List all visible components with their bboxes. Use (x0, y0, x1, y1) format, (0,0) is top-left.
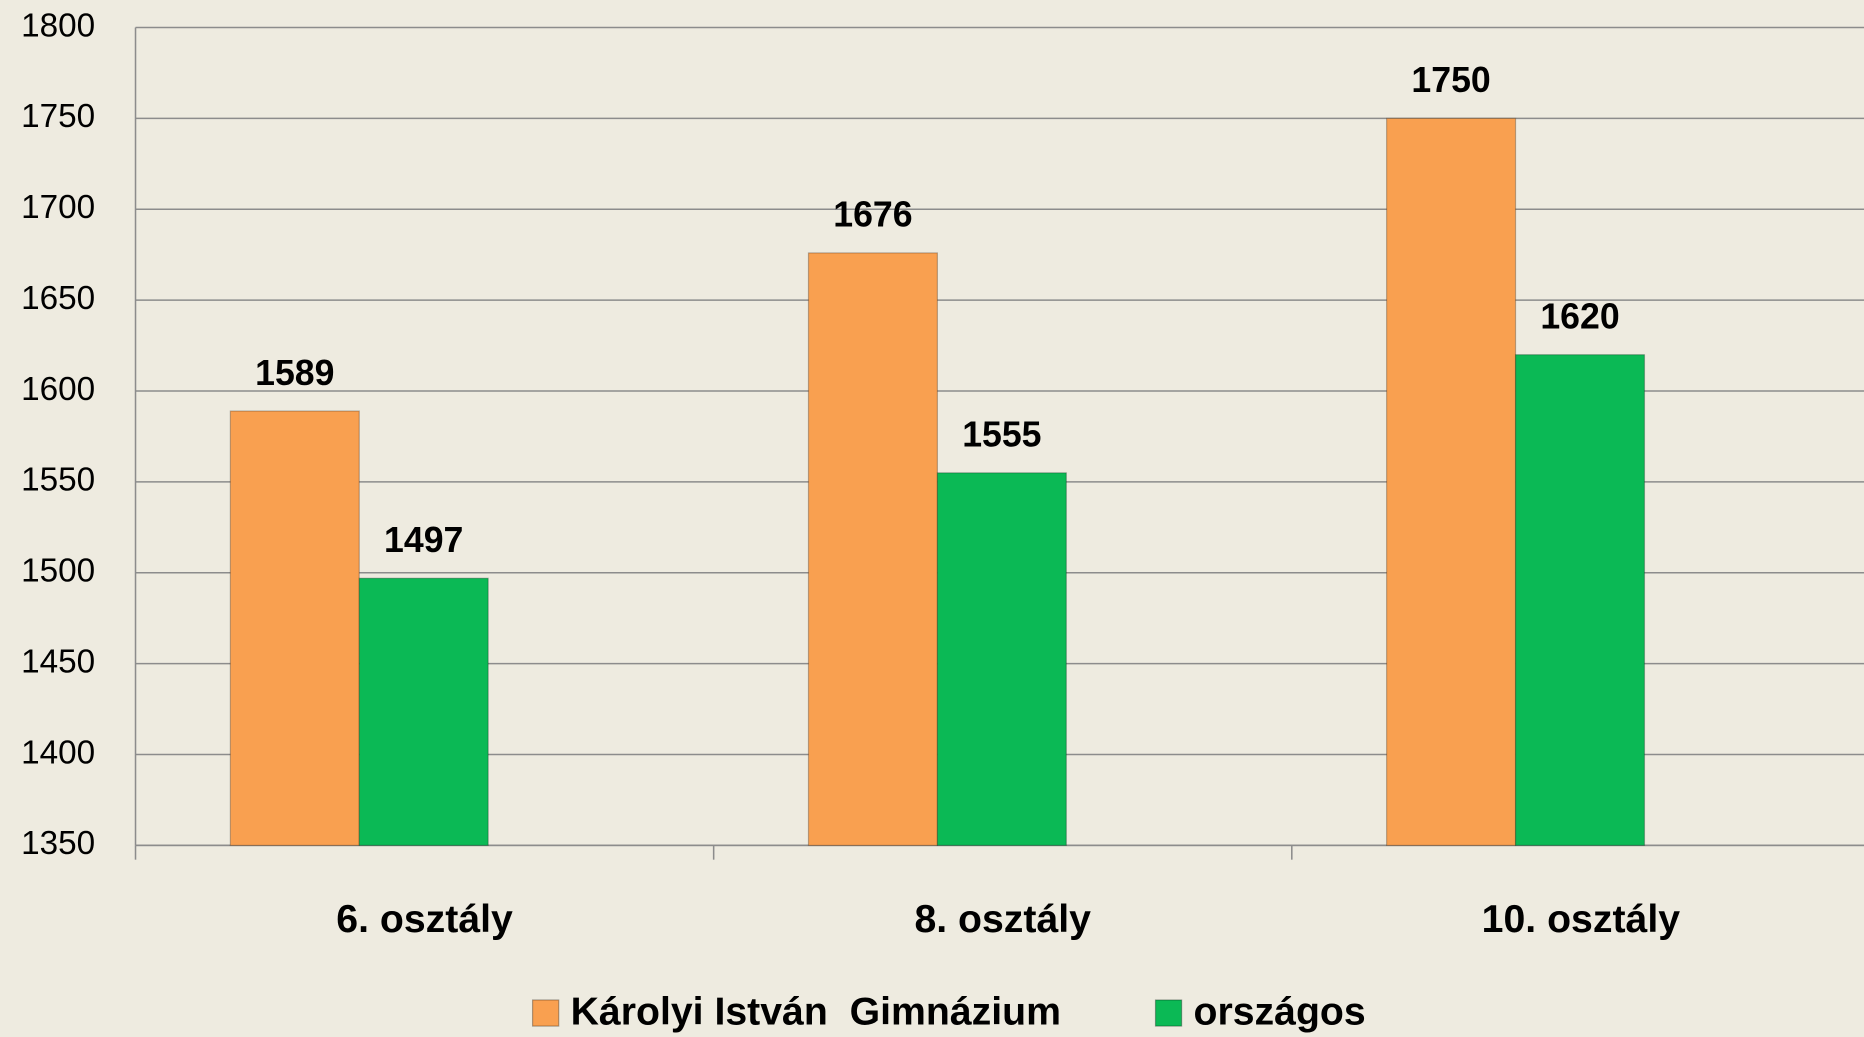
y-tick-label: 1550 (21, 462, 95, 499)
bar (229, 410, 360, 847)
x-tick-label: 10. osztály (1482, 897, 1681, 941)
y-tick-label: 1650 (21, 280, 95, 317)
data-label: 1676 (833, 195, 912, 235)
data-label: 1620 (1540, 296, 1619, 336)
x-tick-label: 6. osztály (336, 897, 513, 941)
bar (807, 252, 938, 847)
bar (1386, 117, 1517, 847)
y-tick-label: 1700 (21, 189, 95, 226)
y-tick-label: 1450 (21, 643, 95, 680)
data-label: 1589 (255, 353, 334, 393)
legend-swatch (1154, 999, 1183, 1027)
data-label: 1750 (1411, 60, 1490, 100)
bar (358, 577, 489, 847)
y-tick-label: 1500 (21, 553, 95, 590)
data-label: 1555 (962, 415, 1041, 455)
x-tick-label: 8. osztály (914, 897, 1091, 941)
legend-label: országos (1194, 990, 1366, 1034)
bar (936, 472, 1067, 847)
data-label: 1497 (384, 520, 463, 560)
y-tick-label: 1750 (21, 98, 95, 135)
bar (1514, 354, 1646, 847)
y-tick-label: 1800 (21, 7, 95, 44)
y-tick-label: 1600 (21, 371, 95, 408)
y-tick-label: 1350 (21, 825, 95, 862)
y-tick-label: 1400 (21, 734, 95, 771)
legend-swatch (531, 999, 560, 1027)
legend-label: Károlyi István Gimnázium (571, 990, 1061, 1034)
